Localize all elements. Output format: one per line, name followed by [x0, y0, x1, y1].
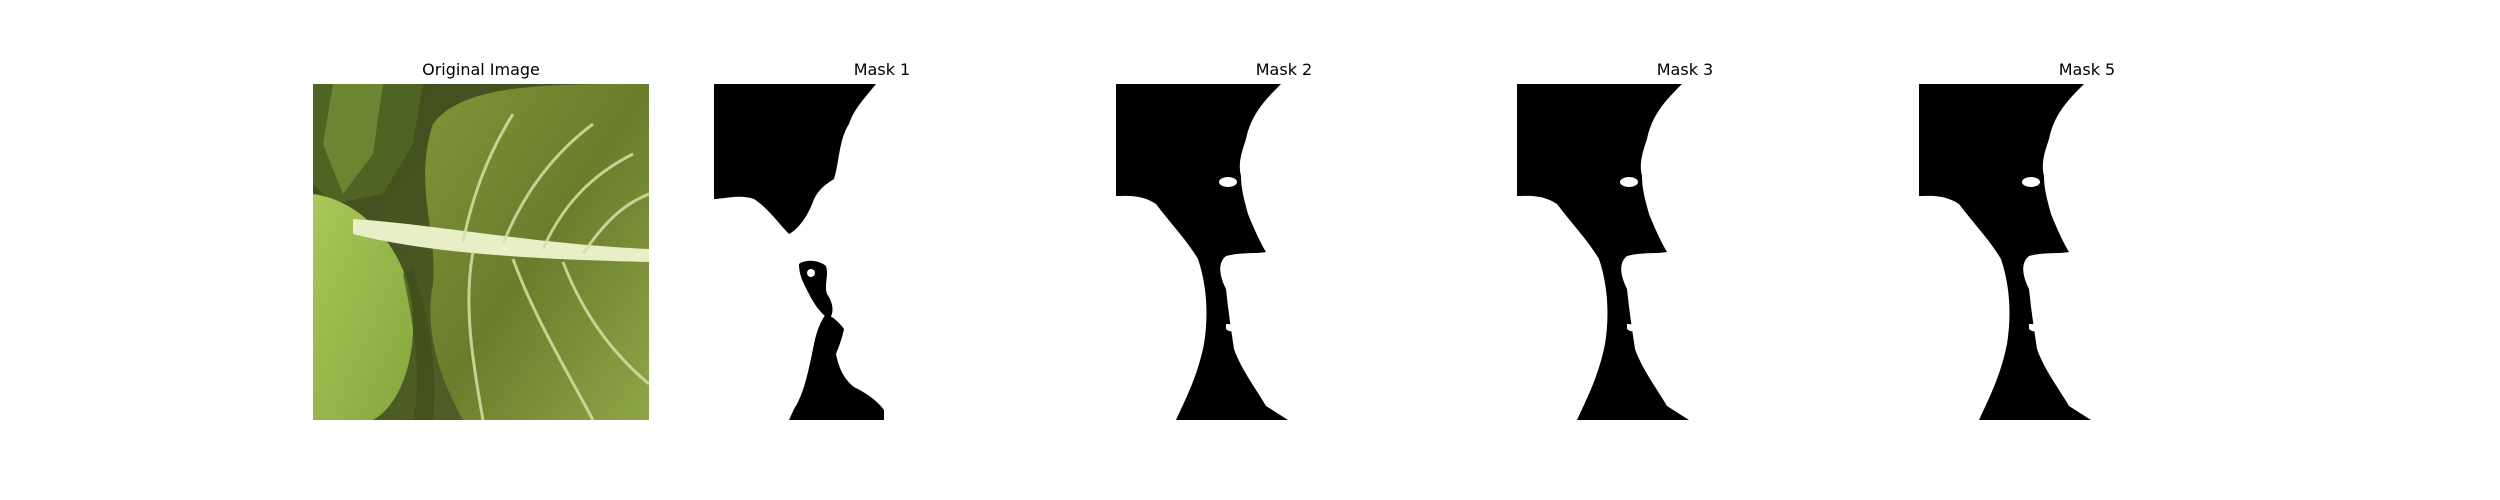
mask-5-shape [1919, 84, 2255, 420]
panel-title: Mask 3 [1656, 60, 1714, 79]
mask-2-image [1116, 84, 1452, 420]
mask-1-shape [714, 84, 1050, 420]
mask-3-image [1517, 84, 1853, 420]
mask-2-shape [1116, 84, 1452, 420]
mask-1-image [714, 84, 1050, 420]
panel-title: Original Image [422, 60, 540, 79]
panel-title: Mask 1 [853, 60, 911, 79]
mask-5-image [1919, 84, 2255, 420]
mask-3-shape [1517, 84, 1853, 420]
leaf-photo [313, 84, 649, 420]
panel-title: Mask 2 [1255, 60, 1313, 79]
panel-title: Mask 5 [2058, 60, 2116, 79]
original-image [313, 84, 649, 420]
